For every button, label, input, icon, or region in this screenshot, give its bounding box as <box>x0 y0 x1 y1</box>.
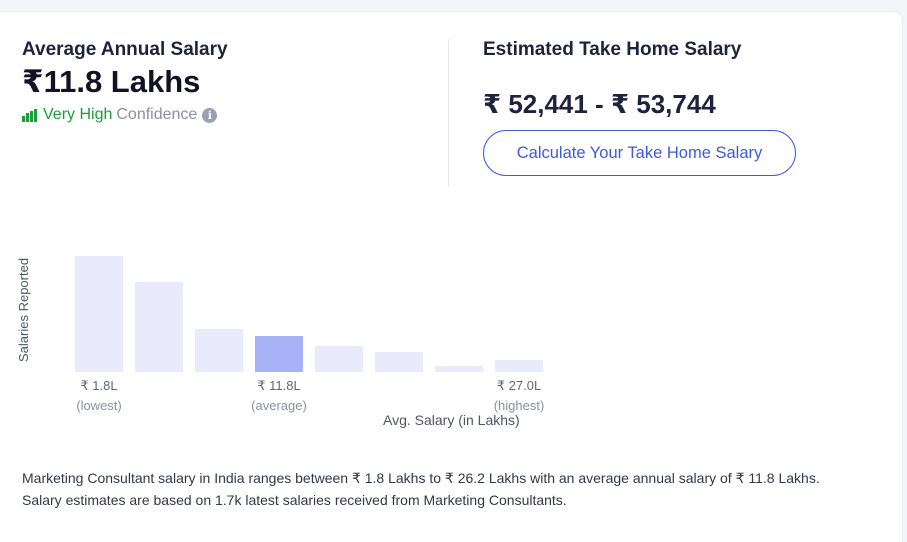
takehome-title: Estimated Take Home Salary <box>483 39 742 60</box>
histogram-bar <box>315 346 363 372</box>
takehome-section: Estimated Take Home Salary <box>483 39 741 61</box>
salary-distribution-chart: Salaries Reported Avg. Salary (in Lakhs)… <box>16 232 590 442</box>
chart-y-axis-label: Salaries Reported <box>16 257 31 362</box>
description-line-2: Salary estimates are based on 1.7k lates… <box>22 492 567 508</box>
chart-tick-average-sub: (average) <box>251 398 307 413</box>
info-icon[interactable]: i <box>202 107 218 123</box>
histogram-bar <box>375 352 423 372</box>
chart-tick-average: ₹ 11.8L <box>257 378 301 393</box>
histogram-bar <box>75 256 123 372</box>
calculate-takehome-button[interactable]: Calculate Your Take Home Salary <box>483 130 796 176</box>
confidence-indicator: Very High Confidence i <box>22 106 218 124</box>
description-line-1: Marketing Consultant salary in India ran… <box>22 470 820 486</box>
histogram-bar <box>435 366 483 372</box>
confidence-level: Very High <box>43 106 113 123</box>
section-divider <box>448 39 449 187</box>
average-salary-section: Average Annual Salary <box>22 39 228 61</box>
histogram-bar <box>255 336 303 372</box>
salary-description: Marketing Consultant salary in India ran… <box>22 467 892 511</box>
signal-bars-icon <box>22 108 37 122</box>
takehome-range: ₹ 52,441 - ₹ 53,744 <box>483 89 716 119</box>
histogram-bar <box>195 329 243 372</box>
chart-tick-highest: ₹ 27.0L <box>496 378 542 393</box>
average-salary-value: ₹11.8 Lakhs <box>22 64 201 99</box>
chart-x-axis-label: Avg. Salary (in Lakhs) <box>383 412 520 428</box>
chart-tick-highest-sub: (highest) <box>493 398 545 413</box>
salary-card: Average Annual Salary ₹11.8 Lakhs Very H… <box>0 11 903 542</box>
average-salary-title: Average Annual Salary <box>22 39 228 60</box>
histogram-bar <box>135 282 183 372</box>
chart-tick-lowest: ₹ 1.8L <box>80 378 118 393</box>
confidence-label: Confidence <box>116 106 198 123</box>
histogram-bar <box>495 360 543 372</box>
chart-tick-lowest-sub: (lowest) <box>76 398 122 413</box>
